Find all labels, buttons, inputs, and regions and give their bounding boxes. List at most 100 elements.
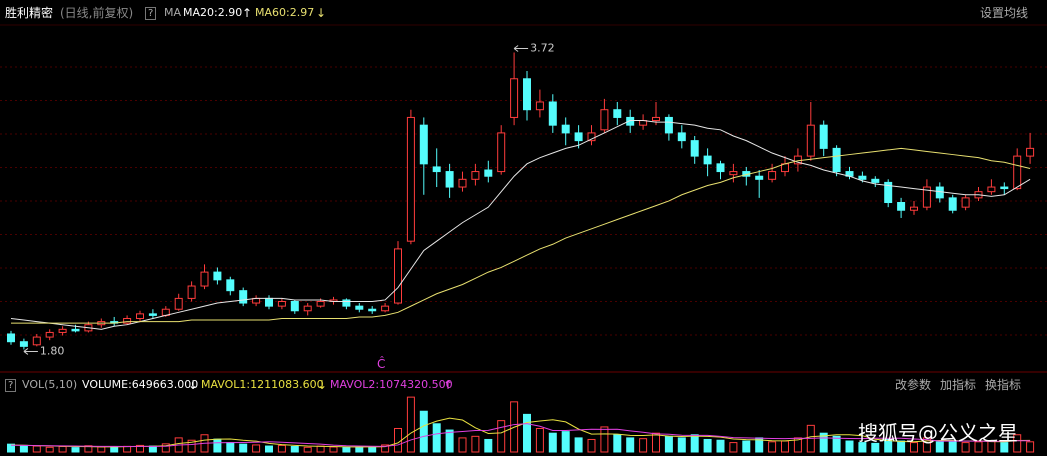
volume-bar xyxy=(768,441,777,453)
vol-help-button[interactable]: ? xyxy=(5,379,17,392)
volume-bar xyxy=(71,447,80,453)
volume-bar xyxy=(961,442,970,453)
volume-bar xyxy=(587,438,596,453)
volume-bar xyxy=(484,438,493,453)
candle-body xyxy=(497,132,506,173)
volume-bar xyxy=(1013,434,1022,453)
candle-body xyxy=(806,124,815,157)
vol-indicator: VOL(5,10) xyxy=(22,378,78,391)
annotation-arrow xyxy=(513,45,529,52)
candle-body xyxy=(1000,186,1009,190)
candle-body xyxy=(445,171,454,188)
volume-bar xyxy=(1026,441,1035,453)
volume-legend: VOLUME:649663.000 xyxy=(82,378,199,391)
candle-body xyxy=(471,171,480,180)
volume-bar xyxy=(845,440,854,453)
volume-bar xyxy=(858,442,867,453)
candle-body xyxy=(910,206,918,211)
volume-bar xyxy=(342,446,351,453)
candle-body xyxy=(948,197,957,211)
mavol1-arrow: ↓ xyxy=(317,378,328,392)
volume-bar xyxy=(523,413,531,453)
volume-bar xyxy=(742,440,751,453)
volume-bar xyxy=(329,446,338,453)
candle-body xyxy=(7,333,15,343)
volume-bar xyxy=(277,444,286,453)
settings-button[interactable]: 设置均线 xyxy=(980,6,1029,20)
moving-average-line xyxy=(11,147,1031,324)
volume-bar xyxy=(1000,442,1009,453)
candle-body xyxy=(303,305,312,312)
candle-body xyxy=(174,297,183,310)
ma60-legend: MA60:2.97 xyxy=(255,6,315,19)
candle-body xyxy=(458,178,467,188)
period: (日线,前复权) xyxy=(60,6,134,20)
volume-bar xyxy=(458,437,467,453)
help-button[interactable]: ? xyxy=(145,7,157,20)
add-indicator-button[interactable]: 加指标 xyxy=(940,378,977,392)
candle-body xyxy=(432,166,441,173)
volume-bar xyxy=(394,427,402,453)
stock-name: 胜利精密 xyxy=(5,6,54,20)
volume-bar xyxy=(123,445,132,453)
candle-body xyxy=(406,116,415,242)
candle-body xyxy=(290,300,299,312)
moving-average-line xyxy=(10,417,1031,448)
volume-bar xyxy=(574,437,583,453)
volume-bar xyxy=(355,446,364,453)
volume-bar xyxy=(781,440,789,453)
ma60-arrow: ↓ xyxy=(316,6,327,20)
volume-bar xyxy=(58,446,67,453)
edit-params-button[interactable]: 改参数 xyxy=(895,378,932,392)
volume-bar xyxy=(97,446,106,453)
volume-bar xyxy=(497,420,506,453)
volume-bar xyxy=(819,432,828,453)
candle-body xyxy=(355,305,364,310)
candle-body xyxy=(148,313,157,316)
candle-body xyxy=(897,202,906,211)
volume-bar xyxy=(32,445,41,453)
volume-bar xyxy=(226,442,235,453)
candle-body xyxy=(755,175,764,180)
candle-body xyxy=(561,124,570,134)
candle-body xyxy=(394,248,402,304)
candle-body xyxy=(45,331,54,338)
candle-body xyxy=(1013,155,1022,190)
volume-bar xyxy=(613,434,622,453)
volume-bar xyxy=(239,443,248,453)
ma20-arrow: ↑ xyxy=(242,6,253,20)
candle-body xyxy=(574,132,583,142)
volume-bar xyxy=(548,432,557,453)
candle-body xyxy=(342,299,351,307)
volume-bar xyxy=(45,446,54,453)
volume-bar xyxy=(303,446,312,453)
candle-body xyxy=(277,300,286,307)
mavol1-legend: MAVOL1:1211083.600 xyxy=(201,378,324,391)
volume-bar xyxy=(213,438,222,453)
candle-body xyxy=(58,328,67,333)
candle-body xyxy=(626,116,635,126)
candle-body xyxy=(690,140,699,157)
volume-bar xyxy=(935,441,944,453)
candle-body xyxy=(871,178,880,183)
volume-bar xyxy=(600,426,609,453)
ma20-legend: MA20:2.90 xyxy=(183,6,243,19)
candle-body xyxy=(677,132,686,142)
candle-body xyxy=(922,186,931,208)
volume-bar xyxy=(664,435,673,453)
volume-bar xyxy=(252,444,261,453)
annotation-arrow xyxy=(23,348,38,355)
volume-bar xyxy=(910,442,918,453)
candle-body xyxy=(961,197,970,208)
candle-body xyxy=(819,124,828,149)
candle-body xyxy=(484,169,493,177)
candle-body xyxy=(535,101,544,111)
volume-bar xyxy=(110,446,119,453)
candle-body xyxy=(419,124,428,165)
switch-indicator-button[interactable]: 换指标 xyxy=(985,378,1022,392)
volume-bar xyxy=(974,441,983,453)
candle-body xyxy=(239,290,248,304)
volume-bar xyxy=(471,435,480,453)
